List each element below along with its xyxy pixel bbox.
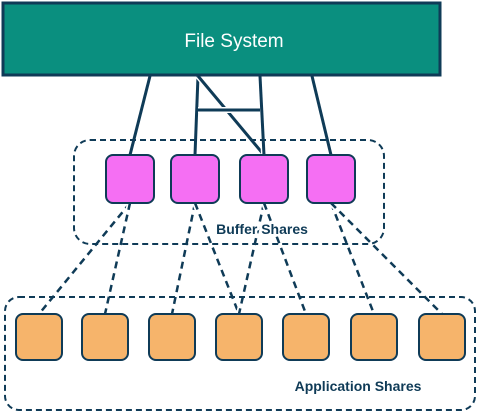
buffer-shares-label-halo: Buffer Shares xyxy=(216,221,308,237)
edge-fs-to-buffer-3 xyxy=(258,75,266,156)
buffer-shares-group: Buffer Shares Buffer Shares xyxy=(73,139,385,245)
application-node-6 xyxy=(350,313,398,361)
buffer-node-4 xyxy=(306,154,356,204)
edge-buffer-to-app-1 xyxy=(103,202,132,315)
buffer-shares-label: Buffer Shares xyxy=(216,221,308,237)
application-shares-boundary xyxy=(4,296,476,411)
file-system-node: File System xyxy=(1,1,442,77)
edge-buffer-to-app-7 xyxy=(330,202,443,315)
connectors xyxy=(36,74,445,317)
application-node-3 xyxy=(148,313,196,361)
edge-fs-to-buffer-1 xyxy=(193,75,200,156)
edge-buffer-to-app-3 xyxy=(193,202,241,315)
buffer-nodes xyxy=(105,154,356,204)
application-node-4 xyxy=(215,313,263,361)
application-shares-group: Application Shares Application Shares xyxy=(4,296,476,411)
application-node-1 xyxy=(15,313,63,361)
application-node-2 xyxy=(81,313,129,361)
application-nodes xyxy=(15,313,466,361)
edge-fs-to-buffer-4 xyxy=(310,75,333,156)
application-shares-label: Application Shares xyxy=(295,378,422,394)
buffer-node-2 xyxy=(170,154,220,204)
edge-buffer-to-app-5 xyxy=(262,202,308,315)
edge-buffer-to-app-6 xyxy=(329,202,376,315)
edge-buffer-to-app-0-halo xyxy=(36,201,133,316)
application-node-5 xyxy=(282,313,330,361)
edge-buffer-to-app-2 xyxy=(170,202,197,315)
buffer-node-3 xyxy=(239,154,289,204)
edge-fs-to-buffer-2 xyxy=(196,75,266,156)
application-node-7 xyxy=(418,313,466,361)
application-shares-label-halo: Application Shares xyxy=(295,378,422,394)
edge-fs-to-buffer-0 xyxy=(128,75,152,156)
file-system-label: File System xyxy=(184,31,283,52)
buffer-node-1 xyxy=(105,154,155,204)
edge-buffer-to-app-4 xyxy=(237,202,266,315)
